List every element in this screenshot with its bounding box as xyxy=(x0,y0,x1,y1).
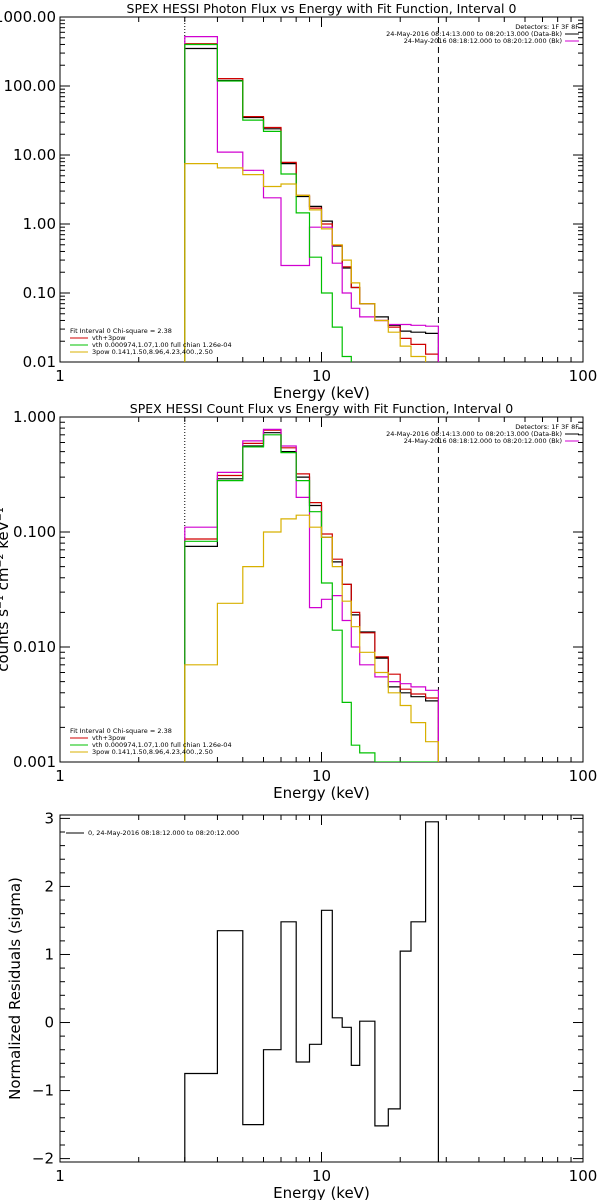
y-tick-label: 0 xyxy=(44,1014,54,1032)
x-tick-label: 100 xyxy=(569,367,598,385)
y-axis-title: Normalized Residuals (sigma) xyxy=(6,877,24,1100)
legend-entry: Detectors: 1F 3F 8F xyxy=(515,23,579,31)
legend-entry: 3pow 0.141,1.50,8.96,4.23,400.,2.50 xyxy=(92,748,213,756)
y-tick-label: 1 xyxy=(44,945,54,963)
y-tick-label: −1 xyxy=(32,1082,54,1100)
legend-entry: vth 0.000974,1.07,1.00 full chian 1.26e-… xyxy=(92,341,232,349)
x-tick-label: 10 xyxy=(312,1167,331,1185)
y-tick-label: 1.00 xyxy=(23,215,56,233)
series-4-line xyxy=(184,434,439,762)
legend-entry: vth+3pow xyxy=(92,734,126,742)
series-3-line xyxy=(184,428,439,762)
chart-title: SPEX HESSI Photon Flux vs Energy with Fi… xyxy=(127,1,517,16)
axes-frame xyxy=(59,416,584,763)
x-tick-label: 100 xyxy=(569,1167,598,1185)
legend-fit: Fit Interval 0 Chi-square = 2.38vth+3pow… xyxy=(70,727,232,756)
y-axis-title: counts s⁻¹ cm⁻² keV⁻¹ xyxy=(0,507,12,672)
legend-entry: Fit Interval 0 Chi-square = 2.38 xyxy=(70,727,172,735)
legend-entry: 24-May-2016 08:14:13.000 to 08:20:13.000… xyxy=(386,30,562,38)
legend-entry: 24-May-2016 08:18:12.000 to 08:20:12.000… xyxy=(404,37,562,45)
series-group xyxy=(184,428,439,762)
legend-entry: Fit Interval 0 Chi-square = 2.38 xyxy=(70,327,172,335)
series-4-line xyxy=(184,43,352,362)
x-axis-title: Energy (keV) xyxy=(273,1184,370,1200)
x-tick-label: 10 xyxy=(312,367,331,385)
legend-entry: vth 0.000974,1.07,1.00 full chian 1.26e-… xyxy=(92,741,232,749)
legend-entry: 3pow 0.141,1.50,8.96,4.23,400.,2.50 xyxy=(92,348,213,356)
chart-panel-2: 1 10 100 0.001 0.010 0.100 1.000 SPEX HESSI Cou… xyxy=(0,401,597,802)
y-tick-label: 0.100 xyxy=(13,523,56,541)
x-tick-label: 10 xyxy=(312,767,331,785)
y-tick-label: 2 xyxy=(44,877,54,895)
x-axis-title: Energy (keV) xyxy=(273,784,370,802)
legend-entry: Detectors: 1F 3F 8F xyxy=(515,423,579,431)
x-tick-label: 1 xyxy=(55,367,65,385)
y-tick-label: 0.01 xyxy=(23,353,56,371)
x-tick-label: 1 xyxy=(55,767,65,785)
legend-entry: 24-May-2016 08:18:12.000 to 08:20:12.000… xyxy=(404,437,562,445)
x-tick-label: 100 xyxy=(569,767,598,785)
y-tick-label: 1.000 xyxy=(13,408,56,426)
x-axis-title: Energy (keV) xyxy=(273,384,370,402)
y-tick-label: 1000.00 xyxy=(0,8,56,26)
legend-entry: 24-May-2016 08:14:13.000 to 08:20:13.000… xyxy=(386,430,562,438)
y-tick-label: −2 xyxy=(32,1150,54,1168)
y-tick-label: 100.00 xyxy=(4,77,57,95)
legend-top: 0, 24-May-2016 08:18:12.000 to 08:20:12.… xyxy=(66,829,239,837)
y-tick-label: 3 xyxy=(44,809,54,827)
y-tick-label: 0.001 xyxy=(13,753,56,771)
series-5-line xyxy=(184,163,427,362)
legend-entry: vth+3pow xyxy=(92,334,126,342)
series-group xyxy=(184,36,439,362)
series-1-line xyxy=(184,821,439,1162)
chart-title: SPEX HESSI Count Flux vs Energy with Fit… xyxy=(130,401,513,416)
x-tick-label: 1 xyxy=(55,1167,65,1185)
chart-panel-1: 1 10 100 0.01 0.10 1.00 10.00 100.00 1000.00 SPEX… xyxy=(0,1,597,402)
series-2-line xyxy=(184,429,439,762)
y-tick-label: 0.10 xyxy=(23,284,56,302)
y-tick-label: 10.00 xyxy=(13,146,56,164)
legend-fit: Fit Interval 0 Chi-square = 2.38vth+3pow… xyxy=(70,327,232,356)
series-group xyxy=(184,821,439,1162)
series-3-line xyxy=(184,36,439,362)
legend-entry: 0, 24-May-2016 08:18:12.000 to 08:20:12.… xyxy=(88,829,239,837)
series-1-line xyxy=(184,432,439,762)
series-5-line xyxy=(184,514,439,762)
chart-panel-3: 1 10 100 −2 −1 0 1 2 3 Energy (keV) Normalized Res… xyxy=(6,809,597,1200)
y-tick-label: 0.010 xyxy=(13,638,56,656)
axes-frame xyxy=(59,16,584,363)
